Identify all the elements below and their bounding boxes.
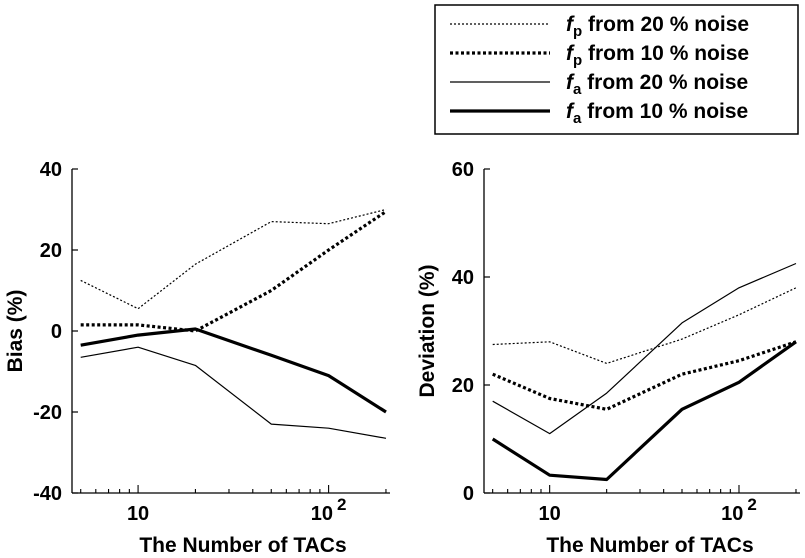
y-tick-label: 40 xyxy=(452,267,474,289)
x-axis-label: The Number of TACs xyxy=(139,534,346,557)
y-tick-label: -20 xyxy=(33,402,62,424)
x-tick-label: 10 xyxy=(539,503,561,525)
series-line-fp10 xyxy=(80,210,387,333)
x-tick-label: 10 xyxy=(127,503,149,525)
x-tick-label: 10 2 xyxy=(721,495,757,525)
bias-chart: -40 -20 0 20 40 10 10 2 The Number of TACs Bias (… xyxy=(4,159,390,557)
y-axis-label: Bias (%) xyxy=(4,290,27,373)
series-line-fa10 xyxy=(491,340,797,482)
legend-label-fp20: fp from 20 % noise xyxy=(566,13,749,40)
series-line-fa20 xyxy=(492,262,797,435)
y-tick-label: 0 xyxy=(463,483,474,505)
y-tick-label: 20 xyxy=(40,240,62,262)
legend-label-fp10: fp from 10 % noise xyxy=(566,42,749,69)
x-axis-label: The Number of TACs xyxy=(546,534,753,557)
y-tick-label: 40 xyxy=(40,159,62,181)
series-line-fa20 xyxy=(80,346,387,439)
series-line-fp20 xyxy=(492,287,797,364)
series-line-fp20 xyxy=(80,208,387,310)
y-tick-label: 0 xyxy=(51,321,62,343)
legend-label-fa10: fa from 10 % noise xyxy=(566,100,748,127)
legend-label-fa20: fa from 20 % noise xyxy=(566,71,748,98)
y-tick-label: -40 xyxy=(33,483,62,505)
y-tick-label: 60 xyxy=(452,159,474,181)
series-line-fa10 xyxy=(80,327,387,414)
y-tick-label: 20 xyxy=(452,375,474,397)
y-axis-label: Deviation (%) xyxy=(416,264,439,397)
series-line-fp10 xyxy=(492,340,797,411)
x-tick-label: 10 2 xyxy=(311,495,347,525)
deviation-chart: 0 20 40 60 10 10 2 The Number of TACs Deviation … xyxy=(416,159,800,557)
